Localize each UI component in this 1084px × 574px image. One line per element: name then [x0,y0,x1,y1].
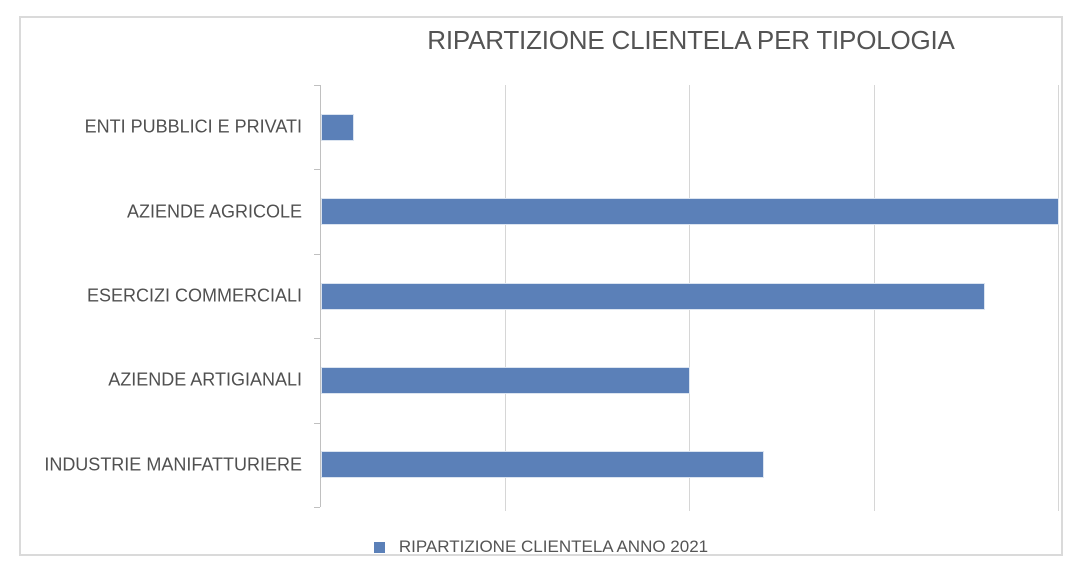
category-label: ESERCIZI COMMERCIALI [86,285,302,306]
category-label: INDUSTRIE MANIFATTURIERE [44,454,302,475]
legend[interactable]: RIPARTIZIONE CLIENTELA ANNO 2021 [21,536,1061,558]
bar-industrie-manifatturiere[interactable] [321,451,764,478]
legend-series-label: RIPARTIZIONE CLIENTELA ANNO 2021 [398,537,709,556]
bar-aziende-agricole[interactable] [321,198,1059,225]
category-axis-tick [314,254,320,255]
category-axis-tick [314,507,320,508]
value-gridline [1058,85,1059,511]
category-axis-tick [314,338,320,339]
category-axis-tick [314,169,320,170]
category-axis [320,85,321,507]
bar-esercizi-commerciali[interactable] [321,283,985,310]
category-label: ENTI PUBBLICI E PRIVATI [84,116,302,137]
plot-area [314,85,1062,511]
category-label: AZIENDE AGRICOLE [126,201,302,222]
category-axis-tick [314,423,320,424]
category-axis-tick [314,85,320,86]
legend-marker-icon [373,541,385,553]
bar-aziende-artigianali[interactable] [321,367,690,394]
bar-enti-pubblici-e-privati[interactable] [321,114,354,141]
category-label: AZIENDE ARTIGIANALI [108,369,302,390]
chart-frame: RIPARTIZIONE CLIENTELA PER TIPOLOGIA ENT… [19,16,1063,556]
chart-title[interactable]: RIPARTIZIONE CLIENTELA PER TIPOLOGIA [427,25,955,55]
category-axis-labels: ENTI PUBBLICI E PRIVATI AZIENDE AGRICOLE E… [12,85,311,507]
